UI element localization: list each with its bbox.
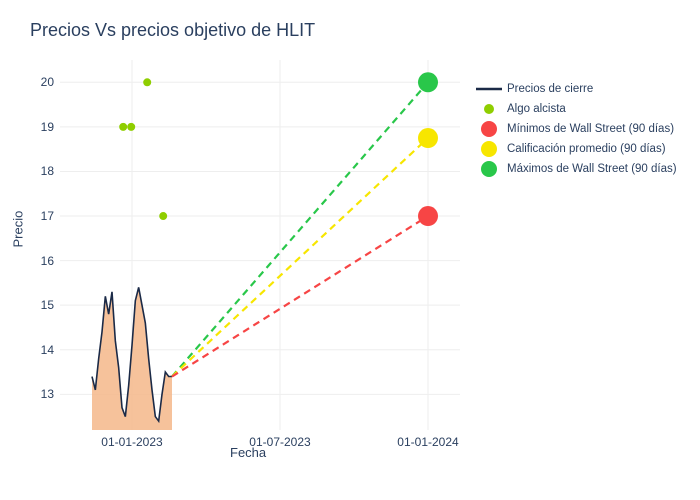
x-tick-label: 01-01-2023 xyxy=(101,435,162,449)
legend-swatch xyxy=(475,121,503,137)
x-tick-label: 01-01-2024 xyxy=(397,435,458,449)
projection-avg xyxy=(172,138,428,376)
y-tick-label: 17 xyxy=(41,209,54,223)
y-tick-label: 18 xyxy=(41,164,54,178)
legend-label: Calificación promedio (90 días) xyxy=(507,143,666,155)
legend-item: Algo alcista xyxy=(475,100,677,118)
algo-dot xyxy=(119,123,127,131)
target-dot-max xyxy=(418,72,438,92)
y-tick-label: 13 xyxy=(41,387,54,401)
legend-swatch xyxy=(475,87,503,91)
target-dot-min xyxy=(418,206,438,226)
legend-swatch xyxy=(475,161,503,177)
algo-dot xyxy=(127,123,135,131)
y-tick-label: 20 xyxy=(41,75,54,89)
legend-swatch xyxy=(475,141,503,157)
legend-label: Mínimos de Wall Street (90 días) xyxy=(507,123,674,135)
legend-item: Precios de cierre xyxy=(475,80,677,98)
legend-item: Calificación promedio (90 días) xyxy=(475,140,677,158)
y-tick-label: 14 xyxy=(41,343,54,357)
legend-swatch xyxy=(475,101,503,117)
x-tick-label: 01-07-2023 xyxy=(249,435,310,449)
legend-item: Máximos de Wall Street (90 días) xyxy=(475,160,677,178)
algo-dot xyxy=(143,78,151,86)
legend-label: Máximos de Wall Street (90 días) xyxy=(507,163,677,175)
y-tick-label: 15 xyxy=(41,298,54,312)
chart-svg xyxy=(60,60,460,430)
algo-dot xyxy=(159,212,167,220)
y-tick-label: 19 xyxy=(41,120,54,134)
legend-label: Precios de cierre xyxy=(507,83,593,95)
chart-title: Precios Vs precios objetivo de HLIT xyxy=(30,20,315,41)
chart-area: 131415161718192001-01-202301-07-202301-0… xyxy=(60,60,460,430)
projection-min xyxy=(172,216,428,376)
legend-label: Algo alcista xyxy=(507,103,566,115)
legend-item: Mínimos de Wall Street (90 días) xyxy=(475,120,677,138)
legend: Precios de cierre Algo alcista Mínimos de … xyxy=(475,80,677,180)
target-dot-avg xyxy=(418,128,438,148)
y-tick-label: 16 xyxy=(41,254,54,268)
y-axis-label: Precio xyxy=(11,211,26,248)
